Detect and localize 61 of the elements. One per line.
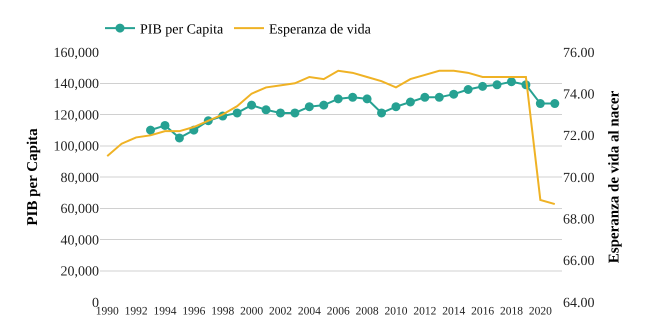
point [406,98,415,106]
point [464,85,473,94]
point [550,99,560,108]
y-tick-label: 140,000 [54,77,99,92]
point [290,108,300,118]
y2-tick-label: 74.00 [563,88,594,103]
y-tick-label: 40,000 [60,233,99,248]
point [478,82,488,91]
point [262,105,271,114]
point [276,108,285,118]
x-tick-label: 2014 [442,306,466,318]
point [420,92,430,102]
point [319,100,328,110]
x-tick-label: 2002 [268,306,292,318]
x-tick-label: 2016 [471,306,494,318]
x-tick-label: 2004 [298,306,322,318]
point [434,92,444,102]
y2-tick-label: 76.00 [563,46,594,61]
x-tick-label: 2008 [356,306,379,318]
x-tick-label: 1996 [182,306,206,318]
x-tick-label: 1990 [96,306,119,318]
legend-label: Esperanza de vida [268,22,372,38]
y2-axis-title: Esperanza de vida al nacer [606,90,622,264]
x-tick-label: 1994 [153,306,177,318]
x-tick-label: 1998 [211,306,234,318]
point [174,133,184,142]
point [160,120,170,130]
y2-tick-label: 70.00 [563,170,594,186]
y-axis-title: PIB per Capita [24,128,41,226]
x-tick-label: 1992 [124,306,148,318]
x-tick-label: 2006 [326,306,350,318]
legend-label: PIB per Capita [140,22,224,38]
y-tick-label: 100,000 [54,140,99,155]
point [377,108,386,118]
point [304,102,314,112]
point [506,77,516,86]
y2-tick-label: 68.00 [563,212,594,228]
x-tick-label: 2000 [240,306,264,318]
point [146,126,156,135]
point [536,99,545,108]
y-tick-label: 80,000 [60,170,99,186]
point [232,108,242,118]
point [348,92,358,102]
point [492,80,502,90]
x-tick-label: 2020 [528,306,552,318]
x-tick-label: 2010 [384,306,408,318]
point [449,90,458,99]
point [334,94,343,104]
y-tick-label: 20,000 [60,264,99,280]
y-tick-label: 120,000 [54,108,99,124]
y-tick-label: 60,000 [60,202,99,218]
point [362,94,372,104]
y2-tick-label: 64.00 [563,296,594,311]
x-tick-label: 2012 [413,306,437,318]
y2-tick-label: 72.00 [563,129,594,144]
y-tick-label: 160,000 [54,46,99,61]
x-tick-label: 2018 [500,306,524,318]
point [391,102,400,112]
line-series [106,70,556,206]
point [247,100,256,110]
y2-tick-label: 66.00 [563,254,594,270]
